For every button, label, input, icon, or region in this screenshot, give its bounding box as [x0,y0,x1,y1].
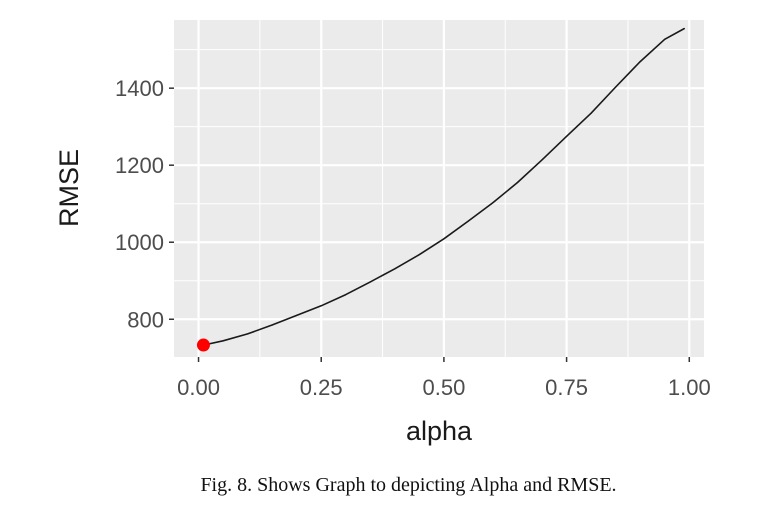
y-axis-title: RMSE [54,149,84,227]
x-tick-label: 0.75 [545,375,588,400]
y-tick-label: 1000 [115,230,164,255]
rmse-data-point [639,60,641,63]
rmse-vs-alpha-chart: 0.00 0.25 0.50 0.75 1.00 800 1000 1200 1400 alph… [54,20,711,446]
rmse-data-point [467,220,470,222]
min-rmse-point [196,338,210,352]
y-tick-label: 800 [127,307,164,332]
rmse-data-point [296,314,298,317]
rmse-data-point [345,294,347,296]
rmse-data-point [320,305,322,307]
y-tick-label: 1400 [115,76,164,101]
rmse-data-point [565,135,568,137]
rmse-data-point [271,324,273,326]
grid-lines [174,20,704,357]
rmse-data-point [615,86,617,88]
rmse-data-point [683,27,685,30]
rmse-data-point [516,181,519,184]
rmse-data-point [443,238,445,240]
x-tick-label: 0.25 [300,375,343,400]
rmse-data-point [394,268,396,270]
rmse-data-point [590,112,592,114]
x-tick-label: 0.50 [422,375,465,400]
x-axis-title: alpha [406,416,473,446]
x-tick-label: 1.00 [668,375,711,400]
x-tick-label: 0.00 [177,375,220,400]
figure-caption: Fig. 8. Shows Graph to depicting Alpha a… [200,474,617,496]
rmse-data-point [222,340,224,342]
rmse-data-point [247,333,249,335]
rmse-data-point [369,281,371,283]
rmse-data-point [492,201,494,204]
axis-ticks: 0.00 0.25 0.50 0.75 1.00 800 1000 1200 1400 [115,76,711,400]
data-layer [196,27,685,352]
rmse-data-point [541,159,543,161]
y-tick-label: 1200 [115,153,164,178]
plot-panel [174,20,704,357]
rmse-data-point [418,253,420,256]
rmse-data-point [664,38,666,40]
